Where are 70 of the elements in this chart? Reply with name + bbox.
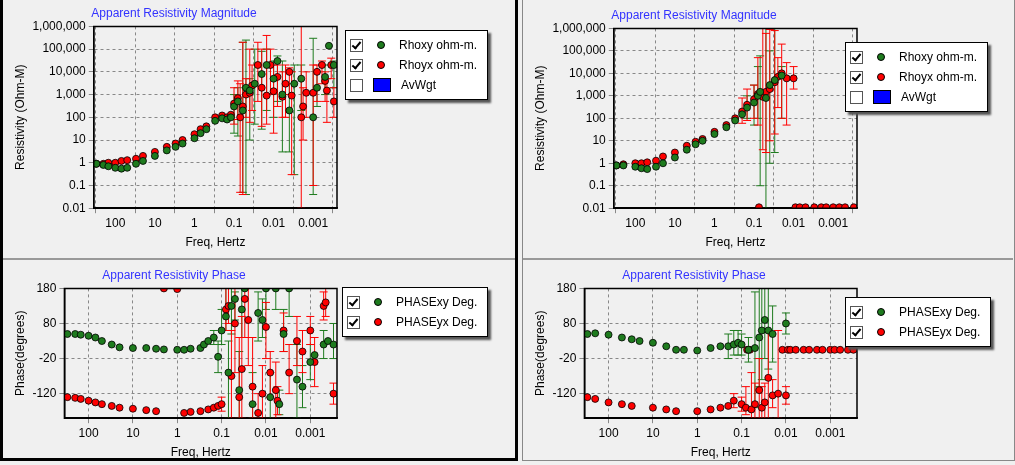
y-tick-label: 0.01 — [62, 200, 87, 215]
y-axis-title: Resistivity (Ohm-M) — [12, 64, 27, 170]
y-tick-label: -120 — [552, 385, 577, 400]
x-tick-label: 1 — [693, 425, 701, 440]
x-tick-label: 10 — [668, 215, 682, 230]
chart-title: Apparent Resistivity Magnitude — [91, 5, 258, 20]
x-axis-title: Freq, Hertz — [705, 235, 766, 250]
legend-label: Rhoyx ohm-m. — [899, 70, 978, 84]
legend-label: Rhoyx ohm-m. — [399, 58, 478, 72]
x-tick-label: 0.1 — [213, 425, 231, 440]
y-tick-label: 80 — [563, 315, 577, 330]
y-tick-label: 1,000 — [55, 86, 87, 101]
y-tick-label: 180 — [556, 280, 577, 295]
legend-label: PHASExy Deg. — [396, 295, 478, 309]
y-tick-label: 10 — [592, 133, 607, 148]
x-tick-label: 1 — [191, 215, 199, 230]
legend-label: PHASEyx Deg. — [396, 315, 478, 329]
legend-label: Rhoxy ohm-m. — [399, 38, 478, 52]
x-tick-label: 0.001 — [815, 425, 846, 440]
x-tick-label: 0.1 — [225, 215, 243, 230]
x-axis-title: Freq, Hertz — [690, 445, 751, 460]
x-tick-label: 10 — [126, 425, 140, 440]
y-tick-label: 10,000 — [569, 65, 607, 80]
x-axis-title: Freq, Hertz — [185, 235, 246, 250]
y-tick-label: -20 — [559, 350, 577, 365]
y-tick-label: 0.1 — [589, 178, 607, 193]
x-tick-label: 1 — [173, 425, 181, 440]
y-axis-title: Phase(degrees) — [532, 310, 547, 396]
x-tick-label: 0.001 — [295, 425, 326, 440]
x-axis-title: Freq, Hertz — [170, 445, 231, 460]
y-tick-label: 1 — [79, 155, 87, 170]
y-tick-label: -120 — [32, 385, 57, 400]
x-tick-label: 100 — [105, 215, 126, 230]
y-tick-label: 100 — [585, 110, 607, 125]
x-tick-label: 0.01 — [781, 215, 806, 230]
x-tick-label: 10 — [646, 425, 660, 440]
x-tick-label: 0.1 — [745, 215, 763, 230]
y-tick-label: 100,000 — [562, 43, 607, 58]
x-tick-label: 0.001 — [818, 215, 849, 230]
y-tick-label: 0.1 — [69, 177, 87, 192]
x-tick-label: 0.01 — [774, 425, 798, 440]
y-tick-label: -20 — [39, 350, 57, 365]
chart-title: Apparent Resistivity Phase — [102, 267, 247, 282]
y-tick-label: 1 — [599, 155, 607, 170]
y-tick-label: 1,000,000 — [32, 18, 87, 33]
legend-label: AvWgt — [901, 90, 937, 104]
x-tick-label: 1 — [711, 215, 719, 230]
x-tick-label: 100 — [625, 215, 646, 230]
legend-label: PHASEyx Deg. — [899, 325, 981, 339]
y-tick-label: 80 — [43, 315, 57, 330]
y-tick-label: 100,000 — [42, 41, 87, 56]
y-axis-title: Phase(degrees) — [12, 310, 27, 396]
x-tick-label: 0.01 — [261, 215, 286, 230]
legend-label: AvWgt — [401, 78, 437, 92]
legend-label: Rhoxy ohm-m. — [899, 50, 978, 64]
y-tick-label: 100 — [65, 109, 87, 124]
y-tick-label: 180 — [36, 280, 57, 295]
chart-title: Apparent Resistivity Phase — [622, 267, 767, 282]
y-tick-label: 10,000 — [49, 64, 87, 79]
x-tick-label: 0.01 — [254, 425, 278, 440]
x-tick-label: 0.1 — [733, 425, 751, 440]
y-tick-label: 1,000,000 — [552, 20, 607, 35]
x-tick-label: 10 — [148, 215, 162, 230]
y-tick-label: 0.01 — [582, 200, 607, 215]
x-tick-label: 0.001 — [298, 215, 329, 230]
y-tick-label: 10 — [72, 132, 87, 147]
y-axis-title: Resistivity (Ohm-M) — [532, 65, 547, 171]
chart-title: Apparent Resistivity Magnitude — [611, 7, 778, 22]
y-tick-label: 1,000 — [575, 88, 607, 103]
legend-label: PHASExy Deg. — [899, 305, 981, 319]
